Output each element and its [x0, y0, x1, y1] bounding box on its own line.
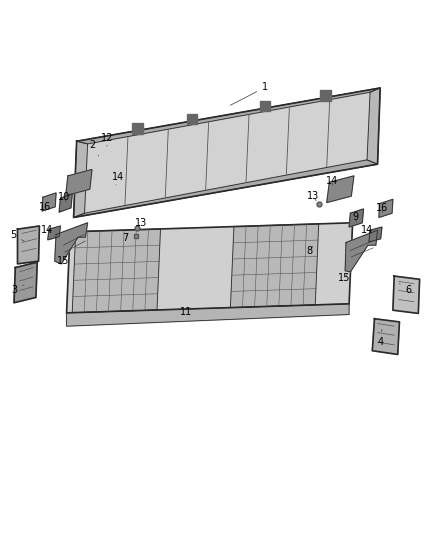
Polygon shape: [369, 227, 382, 242]
Polygon shape: [320, 90, 331, 101]
Polygon shape: [230, 224, 319, 308]
Text: 14: 14: [112, 172, 124, 185]
Text: 13: 13: [135, 218, 147, 228]
Polygon shape: [42, 193, 56, 211]
Text: 16: 16: [376, 203, 388, 213]
Text: 2: 2: [90, 140, 99, 156]
Polygon shape: [74, 160, 378, 217]
Polygon shape: [327, 176, 354, 203]
Polygon shape: [132, 123, 143, 134]
Text: 7: 7: [122, 233, 128, 243]
Text: 1: 1: [230, 83, 268, 106]
Text: 5: 5: [10, 230, 24, 241]
Text: 8: 8: [306, 246, 313, 255]
Text: 9: 9: [353, 213, 359, 222]
Polygon shape: [18, 226, 39, 264]
Polygon shape: [77, 88, 380, 144]
Text: 12: 12: [101, 133, 113, 146]
Text: 15: 15: [338, 273, 350, 282]
Polygon shape: [187, 114, 197, 124]
Text: 16: 16: [39, 202, 51, 212]
Text: 4: 4: [377, 329, 383, 347]
Polygon shape: [72, 229, 160, 313]
Text: 14: 14: [361, 225, 373, 235]
Text: 10: 10: [58, 192, 71, 202]
Polygon shape: [349, 209, 364, 227]
Polygon shape: [74, 141, 88, 217]
Text: 6: 6: [399, 284, 411, 295]
Text: 3: 3: [11, 285, 24, 295]
Polygon shape: [48, 226, 60, 240]
Polygon shape: [55, 223, 88, 264]
Polygon shape: [14, 262, 37, 303]
Polygon shape: [379, 199, 393, 217]
Polygon shape: [260, 101, 270, 111]
Text: 13: 13: [307, 191, 319, 201]
Polygon shape: [59, 194, 72, 212]
Polygon shape: [345, 230, 378, 272]
Polygon shape: [367, 88, 380, 164]
Polygon shape: [66, 169, 92, 196]
Text: 15: 15: [57, 256, 69, 266]
Text: 11: 11: [180, 307, 192, 317]
Text: 14: 14: [41, 225, 53, 235]
Polygon shape: [85, 92, 370, 213]
Text: 14: 14: [326, 176, 338, 185]
Polygon shape: [372, 319, 399, 354]
Polygon shape: [67, 304, 349, 326]
Polygon shape: [67, 223, 353, 313]
Polygon shape: [393, 276, 420, 313]
